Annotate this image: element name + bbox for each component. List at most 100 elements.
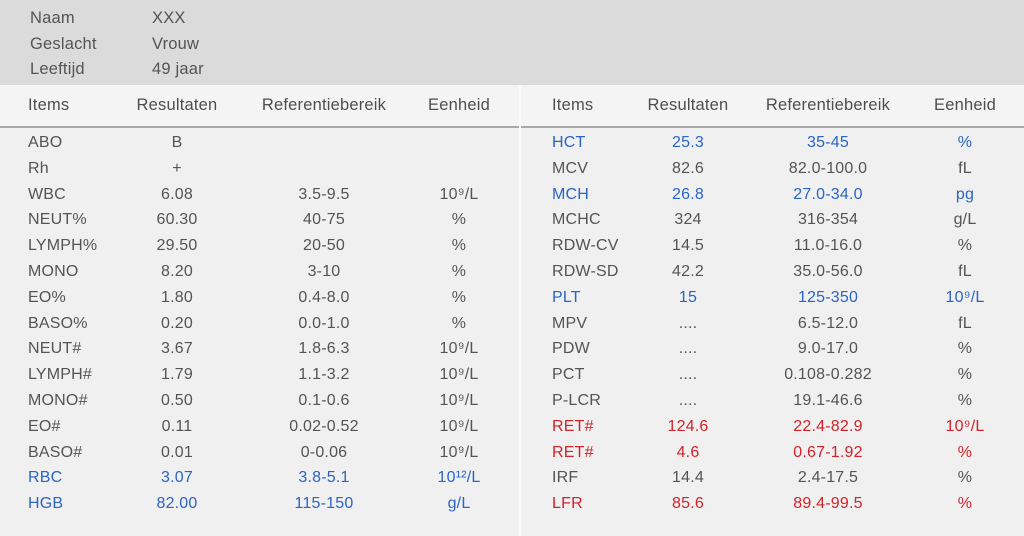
result-value: 82.6 bbox=[672, 159, 704, 177]
table-row: LFR 85.6 89.4-99.5 % bbox=[520, 491, 1024, 517]
reference-range: 0.0-1.0 bbox=[298, 314, 350, 332]
unit: % bbox=[957, 366, 973, 384]
reference-range: 0.67-1.92 bbox=[793, 443, 863, 461]
patient-field-value: XXX bbox=[152, 9, 186, 27]
item-name: EO% bbox=[28, 288, 66, 306]
result-value: 3.67 bbox=[161, 340, 193, 358]
unit: fL bbox=[958, 262, 972, 280]
result-value: B bbox=[171, 134, 183, 151]
item-name: NEUT% bbox=[28, 211, 87, 229]
unit: fL bbox=[958, 159, 972, 177]
item-name: MCH bbox=[552, 185, 590, 203]
unit: fL bbox=[958, 314, 972, 332]
result-value: 15 bbox=[678, 288, 698, 306]
item-name: MPV bbox=[552, 314, 588, 332]
result-value: + bbox=[172, 159, 182, 177]
results-table-left: ABO B Rh + WBC 6.08 3.5-9.5 10⁹/L NEUT% … bbox=[0, 130, 520, 517]
unit: g/L bbox=[953, 211, 977, 229]
item-name: P-LCR bbox=[552, 391, 602, 409]
item-name: PLT bbox=[552, 288, 581, 306]
column-header-unit: Eenheid bbox=[934, 96, 996, 114]
reference-range: 82.0-100.0 bbox=[788, 159, 868, 177]
table-row: EO# 0.11 0.02-0.52 10⁹/L bbox=[0, 414, 520, 440]
table-header-left: Items Resultaten Referentiebereik Eenhei… bbox=[0, 96, 520, 115]
result-value: 14.4 bbox=[672, 469, 704, 487]
reference-range: 19.1-46.6 bbox=[793, 391, 863, 409]
unit: % bbox=[451, 288, 467, 306]
result-value: 324 bbox=[674, 211, 702, 229]
table-row: PDW .... 9.0-17.0 % bbox=[520, 336, 1024, 362]
reference-range: 27.0-34.0 bbox=[793, 185, 863, 203]
unit: % bbox=[451, 211, 467, 229]
reference-range: 35.0-56.0 bbox=[793, 262, 863, 280]
table-row: RET# 124.6 22.4-82.9 10⁹/L bbox=[520, 414, 1024, 440]
unit: 10¹²/L bbox=[437, 469, 481, 487]
item-name: HCT bbox=[552, 134, 586, 151]
item-name: LFR bbox=[552, 495, 583, 513]
unit: % bbox=[957, 495, 973, 513]
table-row: IRF 14.4 2.4-17.5 % bbox=[520, 465, 1024, 491]
column-header-reference-range: Referentiebereik bbox=[765, 96, 891, 114]
results-table-right: HCT 25.3 35-45 % MCV 82.6 82.0-100.0 fL … bbox=[520, 130, 1024, 517]
reference-range: 20-50 bbox=[303, 237, 345, 255]
table-row: HGB 82.00 115-150 g/L bbox=[0, 491, 520, 517]
item-name: HGB bbox=[28, 495, 64, 513]
item-name: RDW-SD bbox=[552, 262, 619, 280]
result-value: 0.50 bbox=[161, 391, 193, 409]
reference-range: 125-350 bbox=[797, 288, 859, 306]
reference-range: 40-75 bbox=[303, 211, 345, 229]
patient-field-value: 49 jaar bbox=[152, 60, 204, 78]
reference-range: 1.1-3.2 bbox=[298, 366, 350, 384]
reference-range: 0.02-0.52 bbox=[289, 417, 359, 435]
table-header-row: Items Resultaten Referentiebereik Eenhei… bbox=[0, 85, 1024, 128]
reference-range: 3.5-9.5 bbox=[298, 185, 350, 203]
result-value: 29.50 bbox=[156, 237, 198, 255]
reference-range: 89.4-99.5 bbox=[793, 495, 863, 513]
result-value: .... bbox=[678, 366, 698, 384]
table-row: EO% 1.80 0.4-8.0 % bbox=[0, 285, 520, 311]
result-value: 124.6 bbox=[667, 417, 709, 435]
patient-field-label: Leeftijd bbox=[30, 60, 85, 78]
item-name: IRF bbox=[552, 469, 579, 487]
result-value: 14.5 bbox=[672, 237, 704, 255]
table-row: LYMPH% 29.50 20-50 % bbox=[0, 233, 520, 259]
result-value: 1.79 bbox=[161, 366, 193, 384]
table-row: MONO# 0.50 0.1-0.6 10⁹/L bbox=[0, 388, 520, 414]
table-row: PLT 15 125-350 10⁹/L bbox=[520, 285, 1024, 311]
item-name: LYMPH# bbox=[28, 366, 93, 384]
item-name: WBC bbox=[28, 185, 66, 203]
table-body: ABO B Rh + WBC 6.08 3.5-9.5 10⁹/L NEUT% … bbox=[0, 128, 1024, 517]
result-value: 6.08 bbox=[161, 185, 193, 203]
unit: g/L bbox=[447, 495, 471, 513]
table-row: MCH 26.8 27.0-34.0 pg bbox=[520, 182, 1024, 208]
item-name: NEUT# bbox=[28, 340, 82, 358]
table-row: HCT 25.3 35-45 % bbox=[520, 130, 1024, 156]
reference-range: 11.0-16.0 bbox=[793, 237, 863, 255]
table-row: Rh + bbox=[0, 156, 520, 182]
reference-range: 6.5-12.0 bbox=[797, 314, 859, 332]
result-value: 25.3 bbox=[672, 134, 704, 151]
result-value: 1.80 bbox=[161, 288, 193, 306]
result-value: 26.8 bbox=[672, 185, 704, 203]
unit: 10⁹/L bbox=[945, 288, 985, 306]
item-name: MCV bbox=[552, 159, 589, 177]
result-value: 3.07 bbox=[161, 469, 193, 487]
item-name: RET# bbox=[552, 443, 594, 461]
result-value: .... bbox=[678, 314, 698, 332]
table-row: PCT .... 0.108-0.282 % bbox=[520, 362, 1024, 388]
result-value: 82.00 bbox=[156, 495, 198, 513]
patient-field-gender: Geslacht Vrouw bbox=[30, 32, 1024, 58]
result-value: 0.01 bbox=[161, 443, 193, 461]
column-header-items: Items bbox=[28, 96, 70, 114]
item-name: MONO# bbox=[28, 391, 88, 409]
table-row: RDW-CV 14.5 11.0-16.0 % bbox=[520, 233, 1024, 259]
unit: % bbox=[451, 314, 467, 332]
patient-field-label: Naam bbox=[30, 9, 75, 27]
table-row: RET# 4.6 0.67-1.92 % bbox=[520, 440, 1024, 466]
unit: 10⁹/L bbox=[439, 417, 479, 435]
unit: 10⁹/L bbox=[439, 185, 479, 203]
reference-range: 0.108-0.282 bbox=[784, 366, 872, 384]
table-row: LYMPH# 1.79 1.1-3.2 10⁹/L bbox=[0, 362, 520, 388]
unit: % bbox=[957, 443, 973, 461]
